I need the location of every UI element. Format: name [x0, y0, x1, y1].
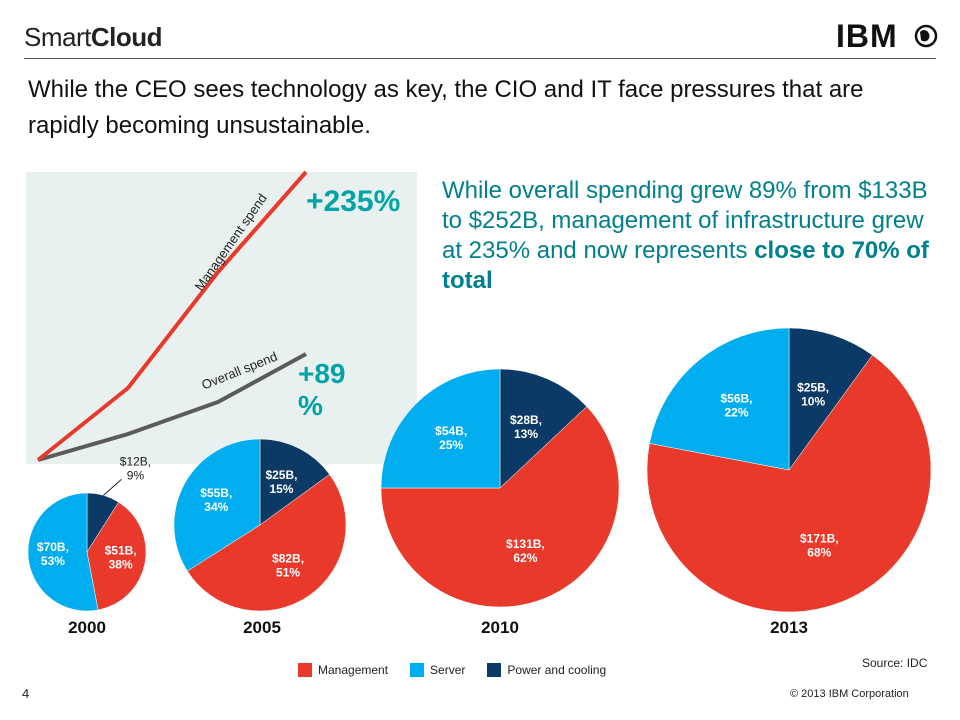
callout-body: While overall spending grew 89% from $13… [442, 177, 928, 264]
pie-2005-year-label: 2005 [243, 618, 281, 637]
pie-2005-label-power-and-cooling: $25B, 15% [265, 468, 297, 496]
overall-spend-label: Overall spend [200, 349, 280, 393]
pie-2005-slice-power-and-cooling [259, 438, 330, 526]
legend-swatch-server [410, 663, 425, 677]
pie-2000-label-power-and-cooling: $12B, 9% [120, 455, 151, 483]
pie-2005-slice-server [173, 438, 261, 572]
pie-2010-slice-management [380, 406, 620, 608]
overall-growth-label: +89% [298, 358, 346, 421]
legend-swatch-power-and-cooling [487, 663, 502, 677]
legend-label-management: Management [318, 663, 389, 677]
globe-icon [914, 24, 938, 48]
pie-2013-label-server: $56B, 22% [720, 392, 752, 420]
pie-2010-label-management: $131B, 62% [506, 537, 545, 565]
ibm-logo: IBM [836, 18, 938, 54]
pie-2005-slice-management [187, 474, 347, 612]
management-spend-line [36, 170, 308, 462]
pie-2013-year-label: 2013 [770, 618, 808, 637]
legend-item-server: Server [410, 663, 465, 677]
management-growth-label: +235% [306, 185, 400, 218]
pie-2013-slice-server [649, 327, 790, 471]
legend-item-management: Management [298, 663, 388, 677]
pie-2000-slice-server [27, 492, 99, 612]
callout-emphasis: close to 70% of total [442, 237, 929, 294]
pie-2010-label-server: $54B, 25% [435, 424, 467, 452]
brand-regular: Smart [24, 22, 91, 52]
brand-bold: Cloud [90, 22, 163, 52]
pie-2013-label-management: $171B, 68% [800, 532, 839, 560]
pie-2010-slice-power-and-cooling [499, 368, 588, 489]
pie-2010-label-power-and-cooling: $28B, 13% [510, 413, 542, 441]
legend-swatch-management [298, 663, 312, 677]
pie-2000-label-server: $70B, 53% [37, 540, 69, 568]
legend-label-server: Server [430, 663, 466, 677]
source-note: Source: IDC [862, 656, 928, 670]
pie-2000-year-label: 2000 [68, 618, 106, 637]
chart-legend: Management Server Power and cooling [298, 663, 628, 677]
pie-2013-slice-power-and-cooling [788, 327, 873, 471]
page-number: 4 [22, 686, 30, 701]
pie-2005-label-server: $55B, 34% [200, 486, 232, 514]
header-divider [24, 58, 936, 59]
pie-2000-label-management: $51B, 38% [105, 544, 137, 572]
pie-2000-leader-line [103, 478, 122, 496]
legend-item-power-and-cooling: Power and cooling [487, 663, 606, 677]
pie-2010-year-label: 2010 [481, 618, 519, 637]
pie-2013-label-power-and-cooling: $25B, 10% [797, 381, 829, 409]
callout-text: While overall spending grew 89% from $13… [442, 176, 942, 296]
management-spend-label: Management spend [192, 191, 270, 294]
copyright-notice: © 2013 IBM Corporation [790, 688, 909, 700]
legend-label-power-and-cooling: Power and cooling [507, 663, 607, 677]
overall-spend-line [37, 352, 307, 462]
page-title: While the CEO sees technology as key, th… [28, 76, 864, 139]
pie-2000-slice-management [86, 501, 147, 611]
smartcloud-logo: SmartCloud [24, 22, 163, 53]
pie-2010-slice-server [380, 368, 501, 489]
ibm-logo-text: IBM [836, 18, 898, 54]
pie-2005-label-management: $82B, 51% [272, 551, 304, 579]
pie-2013-slice-management [646, 354, 932, 613]
